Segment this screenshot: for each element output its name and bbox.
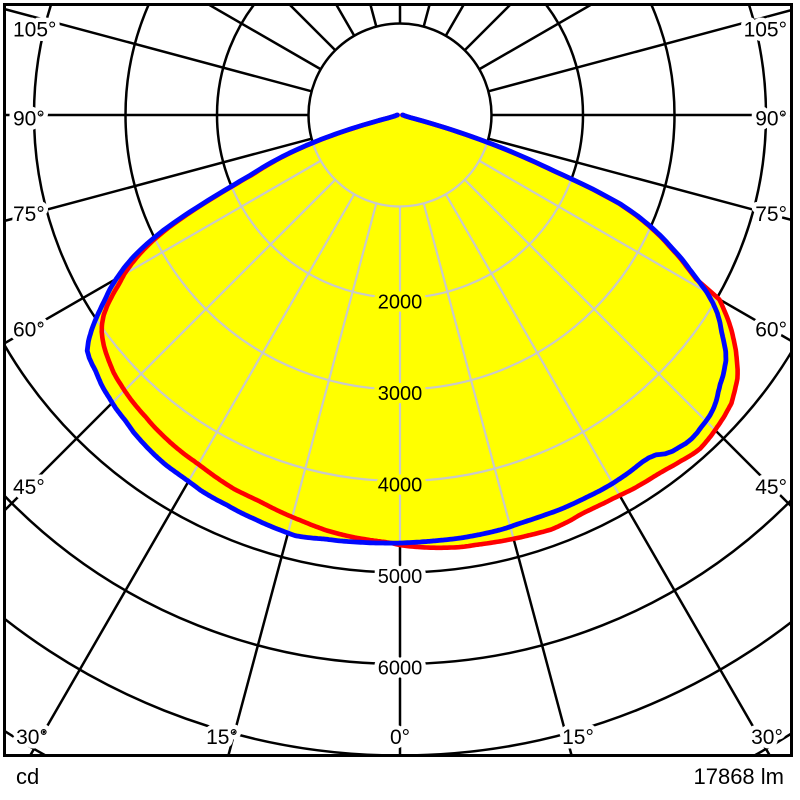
angle-label-left-105: 105° — [13, 19, 56, 42]
angle-label-left-90: 90° — [13, 108, 45, 131]
plot-frame — [3, 3, 793, 757]
radial-300deg — [87, 159, 322, 548]
radial-75deg — [488, 137, 792, 222]
ring-label-2000: 2000 — [378, 292, 423, 314]
angle-label-bottom-30: 30° — [751, 726, 783, 749]
distribution-fill — [87, 115, 738, 548]
angle-label-right-45: 45° — [755, 476, 787, 499]
angle-label-left-60: 60° — [13, 319, 45, 342]
ring-label-6000: 6000 — [378, 658, 423, 680]
angle-label-bottom-30: 30° — [16, 726, 48, 749]
radial-345deg — [114, 203, 378, 548]
radial-60deg — [478, 159, 738, 548]
angle-label-left-45: 45° — [13, 476, 45, 499]
angle-label-bottom-15: 15° — [562, 726, 594, 749]
radial-15deg — [422, 203, 686, 548]
radial-30deg — [444, 193, 738, 548]
radial-45deg — [463, 178, 738, 548]
angle-label-bottom-0: 0° — [390, 726, 410, 749]
curve-blue — [84, 112, 729, 546]
luminous-flux-label: 17868 lm — [693, 764, 784, 789]
angle-label-right-90: 90° — [755, 108, 787, 131]
angle-label-left-75: 75° — [13, 203, 45, 226]
angle-label-bottom-15: 15° — [206, 726, 238, 749]
radial-255deg — [4, 7, 312, 93]
ring-label-5000: 5000 — [378, 566, 423, 588]
angle-label-right-105: 105° — [744, 19, 787, 42]
angle-label-right-75: 75° — [755, 203, 787, 226]
radial-285deg — [4, 137, 312, 223]
radial-105deg — [488, 8, 792, 93]
ring-label-3000: 3000 — [378, 383, 423, 405]
unit-label: cd — [16, 764, 40, 789]
radial-315deg — [87, 178, 337, 548]
angle-label-right-60: 60° — [755, 319, 787, 342]
radial-330deg — [87, 193, 356, 548]
ring-label-4000: 4000 — [378, 475, 423, 497]
